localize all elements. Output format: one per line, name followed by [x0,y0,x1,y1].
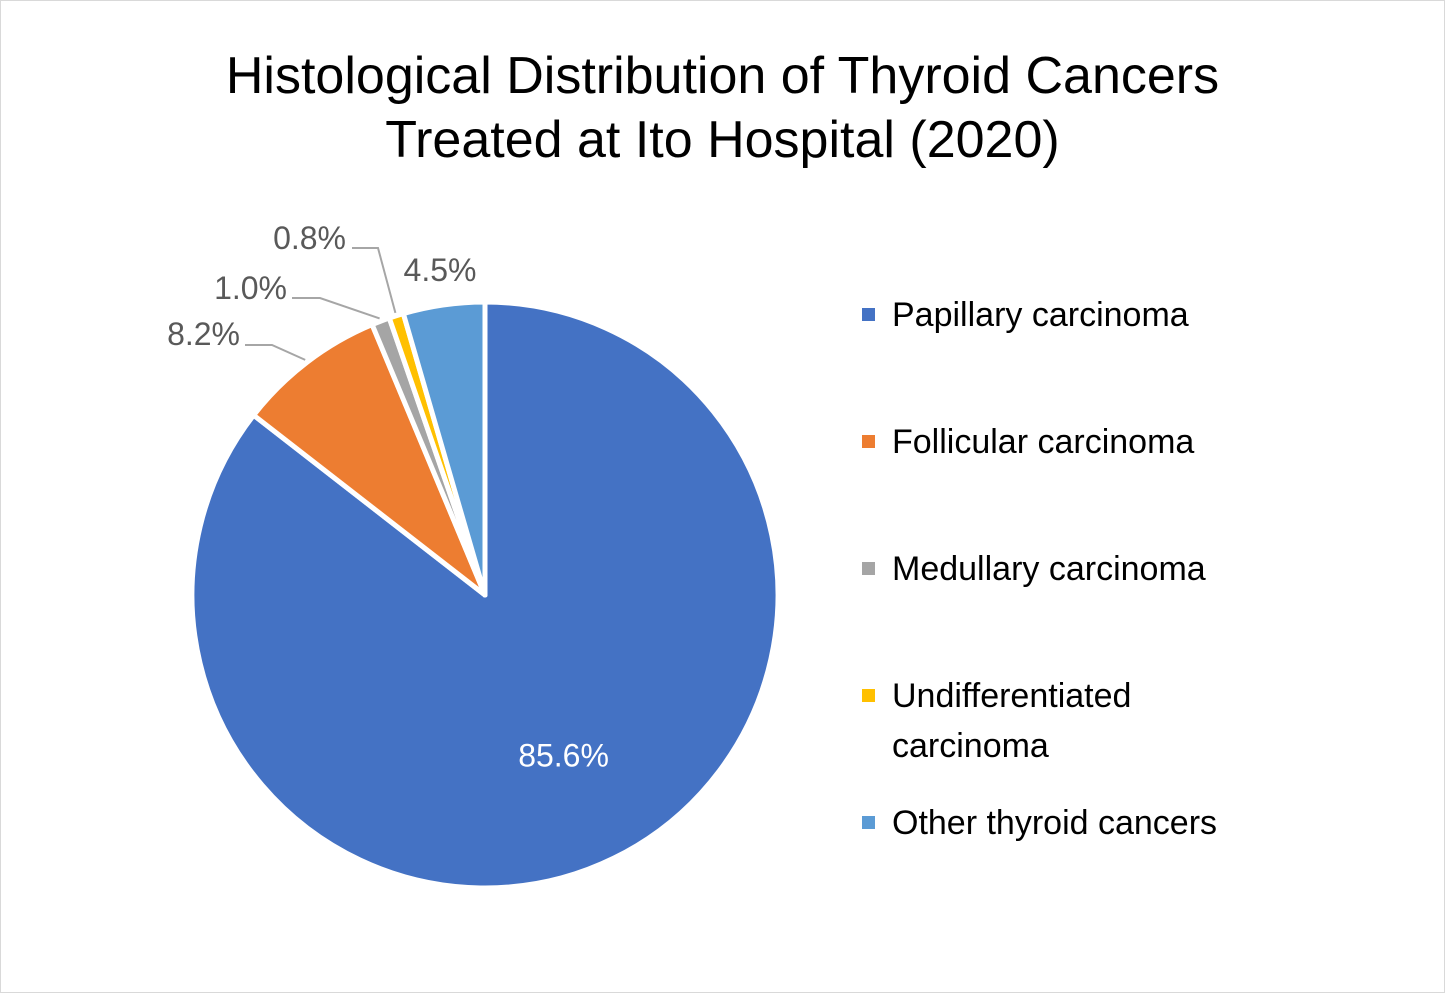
legend-label-undifferentiated: Undifferentiated carcinoma [892,677,1132,765]
chart-title-line-1: Histological Distribution of Thyroid Can… [225,47,1220,105]
data-label-papillary: 85.6% [518,738,609,774]
data-label-other: 4.5% [404,252,477,288]
legend-swatch-papillary [862,308,875,321]
pie-slice-follicular [251,322,488,598]
legend-swatch-undifferentiated [862,689,875,702]
legend-item-papillary: Papillary carcinoma [862,290,1282,340]
legend-label-follicular: Follicular carcinoma [892,423,1195,461]
legend-item-medullary: Medullary carcinoma [862,544,1282,594]
leader-lines [245,247,397,361]
legend-swatch-follicular [862,435,875,448]
leader-line-follicular [245,344,306,361]
chart-title-line-2: Treated at Ito Hospital (2020) [385,111,1060,169]
legend-swatch-medullary [862,562,875,575]
leader-line-medullary [292,297,380,320]
data-label-medullary: 1.0% [214,270,287,306]
data-labels: 85.6% 8.2% 1.0% 0.8% 4.5% [167,220,609,774]
chart-title: Histological Distribution of Thyroid Can… [0,44,1445,172]
legend-label-papillary: Papillary carcinoma [892,296,1189,334]
data-label-follicular: 8.2% [167,316,240,352]
data-label-undifferentiated: 0.8% [273,220,346,256]
legend-swatch-other [862,816,875,829]
legend-item-follicular: Follicular carcinoma [862,417,1282,467]
pie-slices [189,299,781,891]
pie-slice-other [400,299,488,598]
legend-item-undifferentiated: Undifferentiated carcinoma [862,671,1282,771]
legend-item-other: Other thyroid cancers [862,798,1282,848]
legend-label-other: Other thyroid cancers [892,804,1218,842]
legend-label-medullary: Medullary carcinoma [892,550,1206,588]
leader-line-undifferentiated [352,247,397,314]
